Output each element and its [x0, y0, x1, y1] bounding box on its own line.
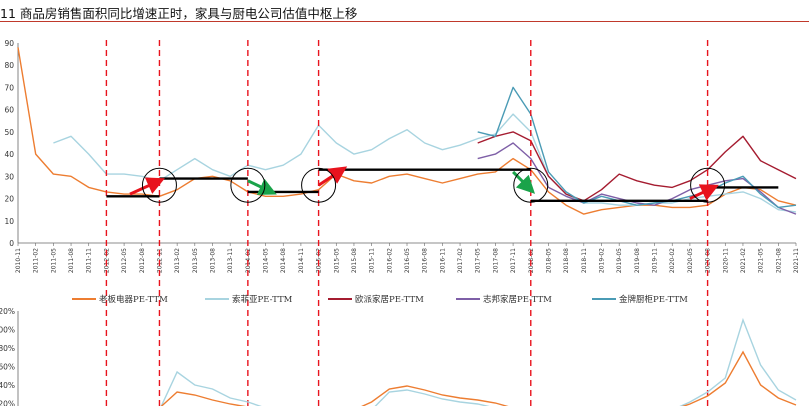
highlight-circle	[513, 167, 549, 203]
lower-y-tick-label: 80%	[0, 344, 15, 353]
y-tick-label: 90	[4, 39, 14, 48]
x-tick-label: 2016-11	[439, 248, 446, 273]
up-arrow	[317, 166, 348, 187]
lower-series-line	[160, 317, 797, 406]
x-tick-label: 2020-02	[669, 248, 676, 273]
lower-y-tick-label: 40%	[0, 381, 15, 390]
annotation-markers	[105, 40, 779, 406]
lower-chart: 120% 100% 80% 60% 40% 20%	[0, 307, 797, 406]
lower-y-tick-label: 100%	[0, 326, 15, 335]
lower-series-line	[160, 350, 797, 406]
x-tick-label: 2010-11	[15, 248, 22, 273]
x-tick-label: 2018-05	[545, 248, 552, 273]
x-tick-label: 2018-08	[563, 248, 570, 273]
x-tick-label: 2013-05	[192, 248, 199, 273]
series-lines	[17, 47, 797, 215]
highlight-circle	[690, 167, 726, 203]
x-tick-label: 2017-11	[510, 248, 517, 273]
highlight-circle	[141, 167, 177, 203]
x-tick-label: 2015-08	[351, 248, 358, 273]
y-tick-label: 40	[4, 150, 14, 159]
legend-label: 老板电器PE-TTM	[99, 294, 168, 305]
x-tick-label: 2011-05	[50, 248, 57, 273]
x-tick-label: 2014-08	[280, 248, 287, 273]
y-tick-label: 70	[4, 83, 14, 92]
lower-y-tick-label: 20%	[0, 400, 15, 406]
x-tick-label: 2021-02	[740, 248, 747, 273]
x-tick-label: 2020-11	[722, 248, 729, 273]
x-tick-label: 2019-02	[599, 248, 606, 273]
x-tick-label: 2021-11	[793, 248, 800, 273]
x-tick-label: 2013-02	[174, 248, 181, 273]
y-tick-label: 20	[4, 195, 14, 204]
axes: 0 10 20 30 40 50 60 70 80 90	[4, 39, 796, 248]
x-tick-label: 2018-11	[581, 248, 588, 273]
legend-label: 金牌厨柜PE-TTM	[619, 294, 688, 305]
x-tick-label: 2016-02	[386, 248, 393, 273]
x-tick-label: 2016-05	[404, 248, 411, 273]
highlight-circle	[301, 167, 337, 203]
x-tick-label: 2012-08	[139, 248, 146, 273]
down-arrow	[247, 178, 277, 195]
x-tick-label: 2021-05	[758, 248, 765, 273]
x-tick-label: 2013-11	[227, 248, 234, 273]
x-tick-label: 2019-11	[652, 248, 659, 273]
title-rule	[0, 21, 809, 22]
x-tick-label: 2014-05	[263, 248, 270, 273]
highlight-circle	[230, 167, 266, 203]
x-tick-label: 2020-05	[687, 248, 694, 273]
y-tick-label: 80	[4, 61, 14, 70]
x-tick-label: 2011-11	[86, 248, 93, 273]
y-tick-label: 10	[4, 217, 14, 226]
legend: 老板电器PE-TTM 索菲亚PE-TTM 欧派家居PE-TTM 志邦家居PE-TTM 金…	[72, 294, 688, 305]
x-tick-label: 2019-05	[616, 248, 623, 273]
x-tick-label: 2017-08	[492, 248, 499, 273]
x-tick-label: 2021-08	[775, 248, 782, 273]
x-tick-label: 2014-11	[298, 248, 305, 273]
series-line	[17, 47, 797, 215]
y-tick-label: 30	[4, 172, 14, 181]
x-tick-label: 2017-05	[475, 248, 482, 273]
down-arrow	[512, 170, 536, 194]
x-tick-label: 2011-02	[33, 248, 40, 273]
y-tick-label: 50	[4, 128, 14, 137]
x-tick-label: 2017-02	[457, 248, 464, 273]
legend-label: 索菲亚PE-TTM	[232, 294, 293, 305]
x-tick-label: 2012-05	[121, 248, 128, 273]
x-tick-labels: 2010-11 2011-02 2011-05 2011-08 2011-11 2012-…	[15, 243, 800, 273]
lower-y-tick-label: 120%	[0, 307, 15, 316]
lower-y-tick-label: 60%	[0, 363, 15, 372]
legend-label: 志邦家居PE-TTM	[483, 294, 552, 305]
x-tick-label: 2011-08	[68, 248, 75, 273]
y-tick-label: 60	[4, 106, 14, 115]
x-tick-label: 2016-08	[422, 248, 429, 273]
series-line	[53, 113, 797, 213]
y-tick-label: 0	[9, 239, 14, 248]
chart-title: 11 商品房销售面积同比增速正时，家具与厨电公司估值中枢上移	[0, 6, 358, 21]
x-tick-label: 2013-08	[210, 248, 217, 273]
up-arrow	[689, 184, 719, 201]
series-line	[477, 142, 797, 215]
x-tick-label: 2015-11	[369, 248, 376, 273]
x-tick-label: 2015-05	[333, 248, 340, 273]
up-arrow	[129, 177, 165, 196]
x-tick-label: 2019-08	[634, 248, 641, 273]
legend-label: 欧派家居PE-TTM	[355, 294, 424, 305]
series-line	[477, 86, 797, 209]
